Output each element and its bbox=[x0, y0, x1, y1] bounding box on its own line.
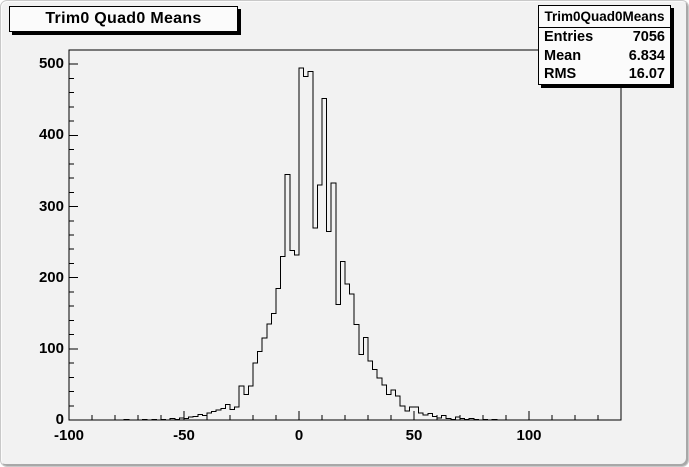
y-axis-label: 300 bbox=[38, 197, 64, 215]
plot-title: Trim0 Quad0 Means bbox=[45, 10, 202, 27]
stats-row-label: Entries bbox=[544, 29, 594, 45]
plot-frame bbox=[68, 49, 622, 421]
stats-box: Trim0Quad0Means Entries 7056 Mean 6.834 RMS 1… bbox=[538, 5, 671, 85]
x-axis-label: 0 bbox=[294, 427, 304, 444]
y-axis-label: 400 bbox=[38, 126, 64, 144]
x-axis-label: -100 bbox=[53, 427, 85, 444]
y-axis-label: 500 bbox=[38, 55, 64, 73]
x-axis-label: 100 bbox=[516, 427, 542, 444]
stats-box-title: Trim0Quad0Means bbox=[539, 6, 670, 28]
stats-row-value: 6.834 bbox=[628, 47, 665, 64]
y-axis-label: 100 bbox=[38, 339, 64, 357]
stats-row-value: 16.07 bbox=[628, 66, 665, 82]
stats-rows: Entries 7056 Mean 6.834 RMS 16.07 bbox=[539, 28, 670, 84]
stats-row-label: Mean bbox=[544, 47, 582, 64]
stats-row-label: RMS bbox=[544, 66, 577, 82]
stats-row: Entries 7056 bbox=[539, 28, 670, 47]
x-axis-label: -50 bbox=[173, 427, 195, 444]
stats-row: RMS 16.07 bbox=[539, 65, 670, 84]
y-axis-label: 0 bbox=[55, 411, 64, 428]
x-axis-label: 50 bbox=[405, 427, 423, 444]
stats-row: Mean 6.834 bbox=[539, 47, 670, 66]
title-box: Trim0 Quad0 Means bbox=[9, 6, 238, 32]
histogram-line bbox=[69, 67, 621, 421]
y-axis-label: 200 bbox=[38, 268, 64, 286]
stats-row-value: 7056 bbox=[632, 29, 665, 45]
